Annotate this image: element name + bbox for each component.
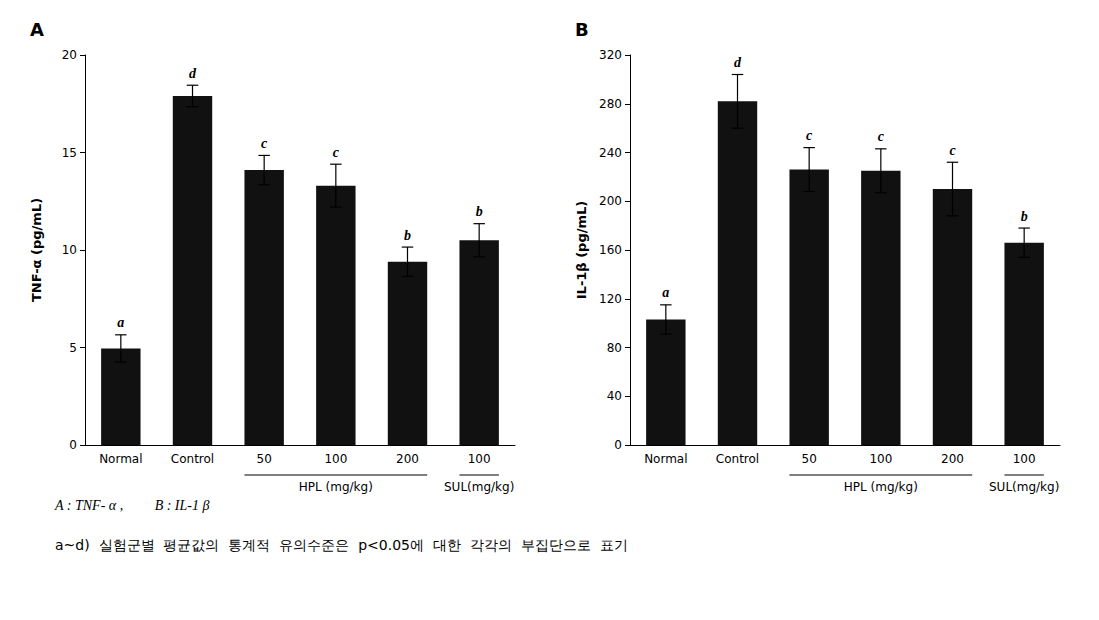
svg-text:50: 50 [802, 452, 817, 466]
svg-text:10: 10 [62, 243, 77, 257]
svg-text:100: 100 [324, 452, 347, 466]
svg-text:d: d [734, 55, 742, 70]
svg-text:200: 200 [599, 194, 622, 208]
svg-text:c: c [261, 136, 268, 151]
svg-text:80: 80 [607, 341, 622, 355]
svg-text:0: 0 [614, 438, 622, 452]
svg-text:a: a [662, 285, 669, 300]
svg-text:200: 200 [941, 452, 964, 466]
svg-text:Control: Control [171, 452, 214, 466]
svg-text:100: 100 [468, 452, 491, 466]
svg-text:40: 40 [607, 389, 622, 403]
svg-text:50: 50 [257, 452, 272, 466]
svg-text:c: c [878, 129, 885, 144]
svg-text:Control: Control [716, 452, 759, 466]
svg-text:b: b [404, 228, 411, 243]
svg-text:A : TNF- α , B : IL-1: A : TNF- α , B : IL-1 β [54, 498, 209, 513]
svg-text:a: a [117, 315, 124, 330]
svg-text:280: 280 [599, 97, 622, 111]
svg-text:A: A [30, 19, 44, 40]
svg-text:160: 160 [599, 243, 622, 257]
svg-text:Normal: Normal [644, 452, 687, 466]
svg-text:240: 240 [599, 146, 622, 160]
svg-text:c: c [806, 128, 813, 143]
svg-text:0: 0 [69, 438, 77, 452]
svg-text:c: c [949, 143, 956, 158]
svg-text:b: b [476, 204, 483, 219]
svg-text:d: d [189, 66, 197, 81]
svg-text:HPL (mg/kg): HPL (mg/kg) [844, 480, 918, 494]
svg-text:120: 120 [599, 292, 622, 306]
svg-text:TNF-α (pg/mL): TNF-α (pg/mL) [29, 198, 44, 302]
svg-text:HPL (mg/kg): HPL (mg/kg) [299, 480, 373, 494]
svg-text:SUL(mg/kg): SUL(mg/kg) [444, 480, 514, 494]
svg-text:15: 15 [62, 146, 77, 160]
svg-text:SUL(mg/kg): SUL(mg/kg) [989, 480, 1059, 494]
svg-text:100: 100 [869, 452, 892, 466]
svg-text:320: 320 [599, 48, 622, 62]
svg-text:c: c [333, 145, 340, 160]
svg-text:Normal: Normal [99, 452, 142, 466]
svg-text:100: 100 [1013, 452, 1036, 466]
svg-text:B: B [575, 19, 589, 40]
svg-text:a~d) 실험군별 평균값의 통계적 유의수준은: a~d) 실험군별 평균값의 통계적 유의수준은 p<0.05에 대한 각각의 … [55, 537, 628, 553]
svg-text:5: 5 [69, 341, 77, 355]
svg-text:200: 200 [396, 452, 419, 466]
svg-text:20: 20 [62, 48, 77, 62]
svg-text:IL-1β (pg/mL): IL-1β (pg/mL) [574, 201, 589, 299]
svg-text:b: b [1021, 209, 1028, 224]
